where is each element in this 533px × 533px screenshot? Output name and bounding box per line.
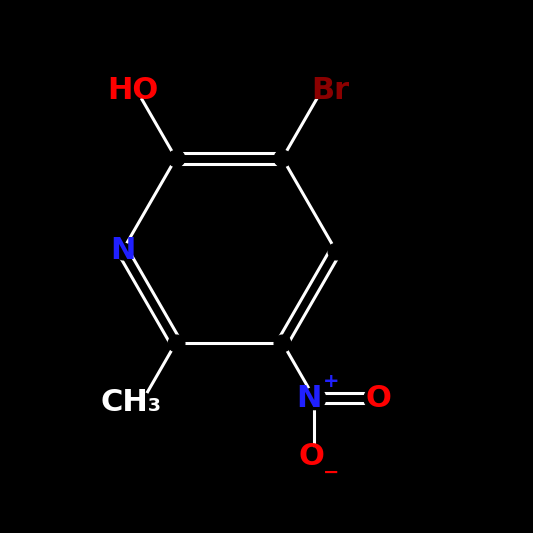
Text: CH₃: CH₃ bbox=[100, 389, 161, 417]
Text: O: O bbox=[299, 442, 325, 471]
Text: Br: Br bbox=[311, 76, 350, 104]
Text: N: N bbox=[296, 384, 322, 413]
Text: N: N bbox=[110, 236, 135, 265]
Text: +: + bbox=[324, 372, 340, 391]
Text: −: − bbox=[324, 463, 340, 482]
Text: O: O bbox=[366, 384, 391, 413]
Text: HO: HO bbox=[108, 76, 159, 104]
